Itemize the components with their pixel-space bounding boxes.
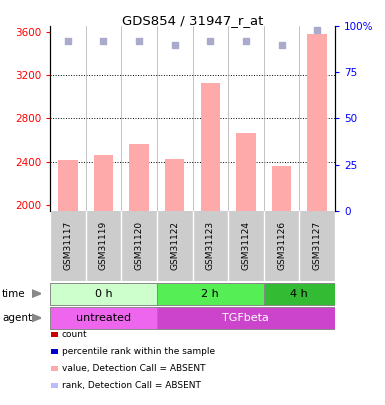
Text: 4 h: 4 h [290, 289, 308, 298]
Bar [50, 307, 157, 329]
Point [65, 38, 71, 44]
Polygon shape [32, 314, 41, 322]
Bar [51, 366, 58, 371]
Text: GSM31119: GSM31119 [99, 221, 108, 271]
Text: GSM31120: GSM31120 [135, 221, 144, 271]
Text: value, Detection Call = ABSENT: value, Detection Call = ABSENT [62, 364, 205, 373]
Text: rank, Detection Call = ABSENT: rank, Detection Call = ABSENT [62, 381, 201, 390]
Text: GSM31117: GSM31117 [64, 221, 72, 271]
Bar [51, 383, 58, 388]
Bar [94, 156, 113, 211]
Text: time: time [2, 289, 25, 298]
Bar [51, 349, 58, 354]
Text: untreated: untreated [76, 313, 131, 323]
Text: TGFbeta: TGFbeta [223, 313, 270, 323]
Bar [157, 283, 264, 305]
Polygon shape [32, 290, 41, 298]
Bar [201, 83, 220, 211]
Bar [272, 166, 291, 211]
Text: 0 h: 0 h [95, 289, 112, 298]
Point [314, 27, 320, 33]
Bar [264, 283, 335, 305]
Bar [51, 332, 58, 337]
Point [136, 38, 142, 44]
Bar [236, 132, 256, 211]
Point [172, 42, 178, 48]
Bar [307, 34, 327, 211]
Text: percentile rank within the sample: percentile rank within the sample [62, 347, 215, 356]
Text: GSM31123: GSM31123 [206, 221, 215, 271]
Bar [157, 307, 335, 329]
Text: 2 h: 2 h [201, 289, 219, 298]
Bar [50, 283, 157, 305]
Point [207, 38, 213, 44]
Point [100, 38, 107, 44]
Point [278, 42, 285, 48]
Text: GSM31126: GSM31126 [277, 221, 286, 271]
Bar [58, 160, 78, 211]
Text: GSM31122: GSM31122 [170, 221, 179, 270]
Text: GSM31124: GSM31124 [241, 221, 250, 270]
Text: count: count [62, 330, 87, 339]
Text: GDS854 / 31947_r_at: GDS854 / 31947_r_at [122, 14, 263, 27]
Text: GSM31127: GSM31127 [313, 221, 321, 271]
Point [243, 38, 249, 44]
Text: agent: agent [2, 313, 32, 323]
Bar [129, 145, 149, 211]
Bar [165, 159, 184, 211]
